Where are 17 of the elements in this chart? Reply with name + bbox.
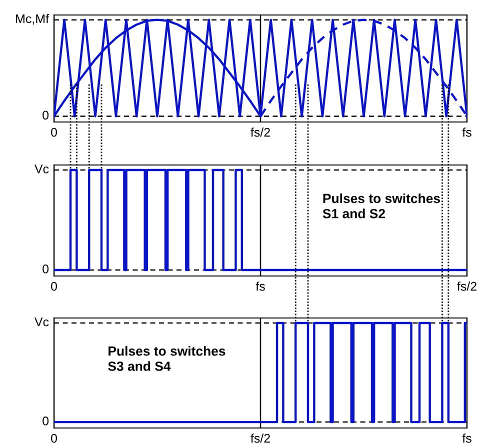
text: 0 — [42, 264, 49, 274]
x-tick-label: fs — [256, 282, 265, 291]
x-tick-label: fs — [462, 434, 472, 443]
text: Vc — [34, 164, 49, 174]
text: 0 — [42, 416, 49, 426]
annotation: Pulses to switches S1 and S2 — [322, 193, 440, 218]
x-tick-label: 0 — [51, 282, 57, 291]
x-tick-label: fs/2 — [457, 282, 476, 291]
x-tick-label: 0 — [51, 128, 57, 137]
x-tick-label: fs/2 — [250, 128, 270, 137]
text: 0 — [42, 110, 49, 120]
text: Vc — [34, 318, 49, 326]
x-tick-label: fs — [462, 128, 472, 137]
x-tick-label: fs/2 — [250, 434, 270, 443]
annotation: Pulses to switches S3 and S4 — [108, 346, 226, 371]
text: Mc,Mf — [16, 14, 50, 25]
x-tick-label: 0 — [51, 434, 57, 443]
